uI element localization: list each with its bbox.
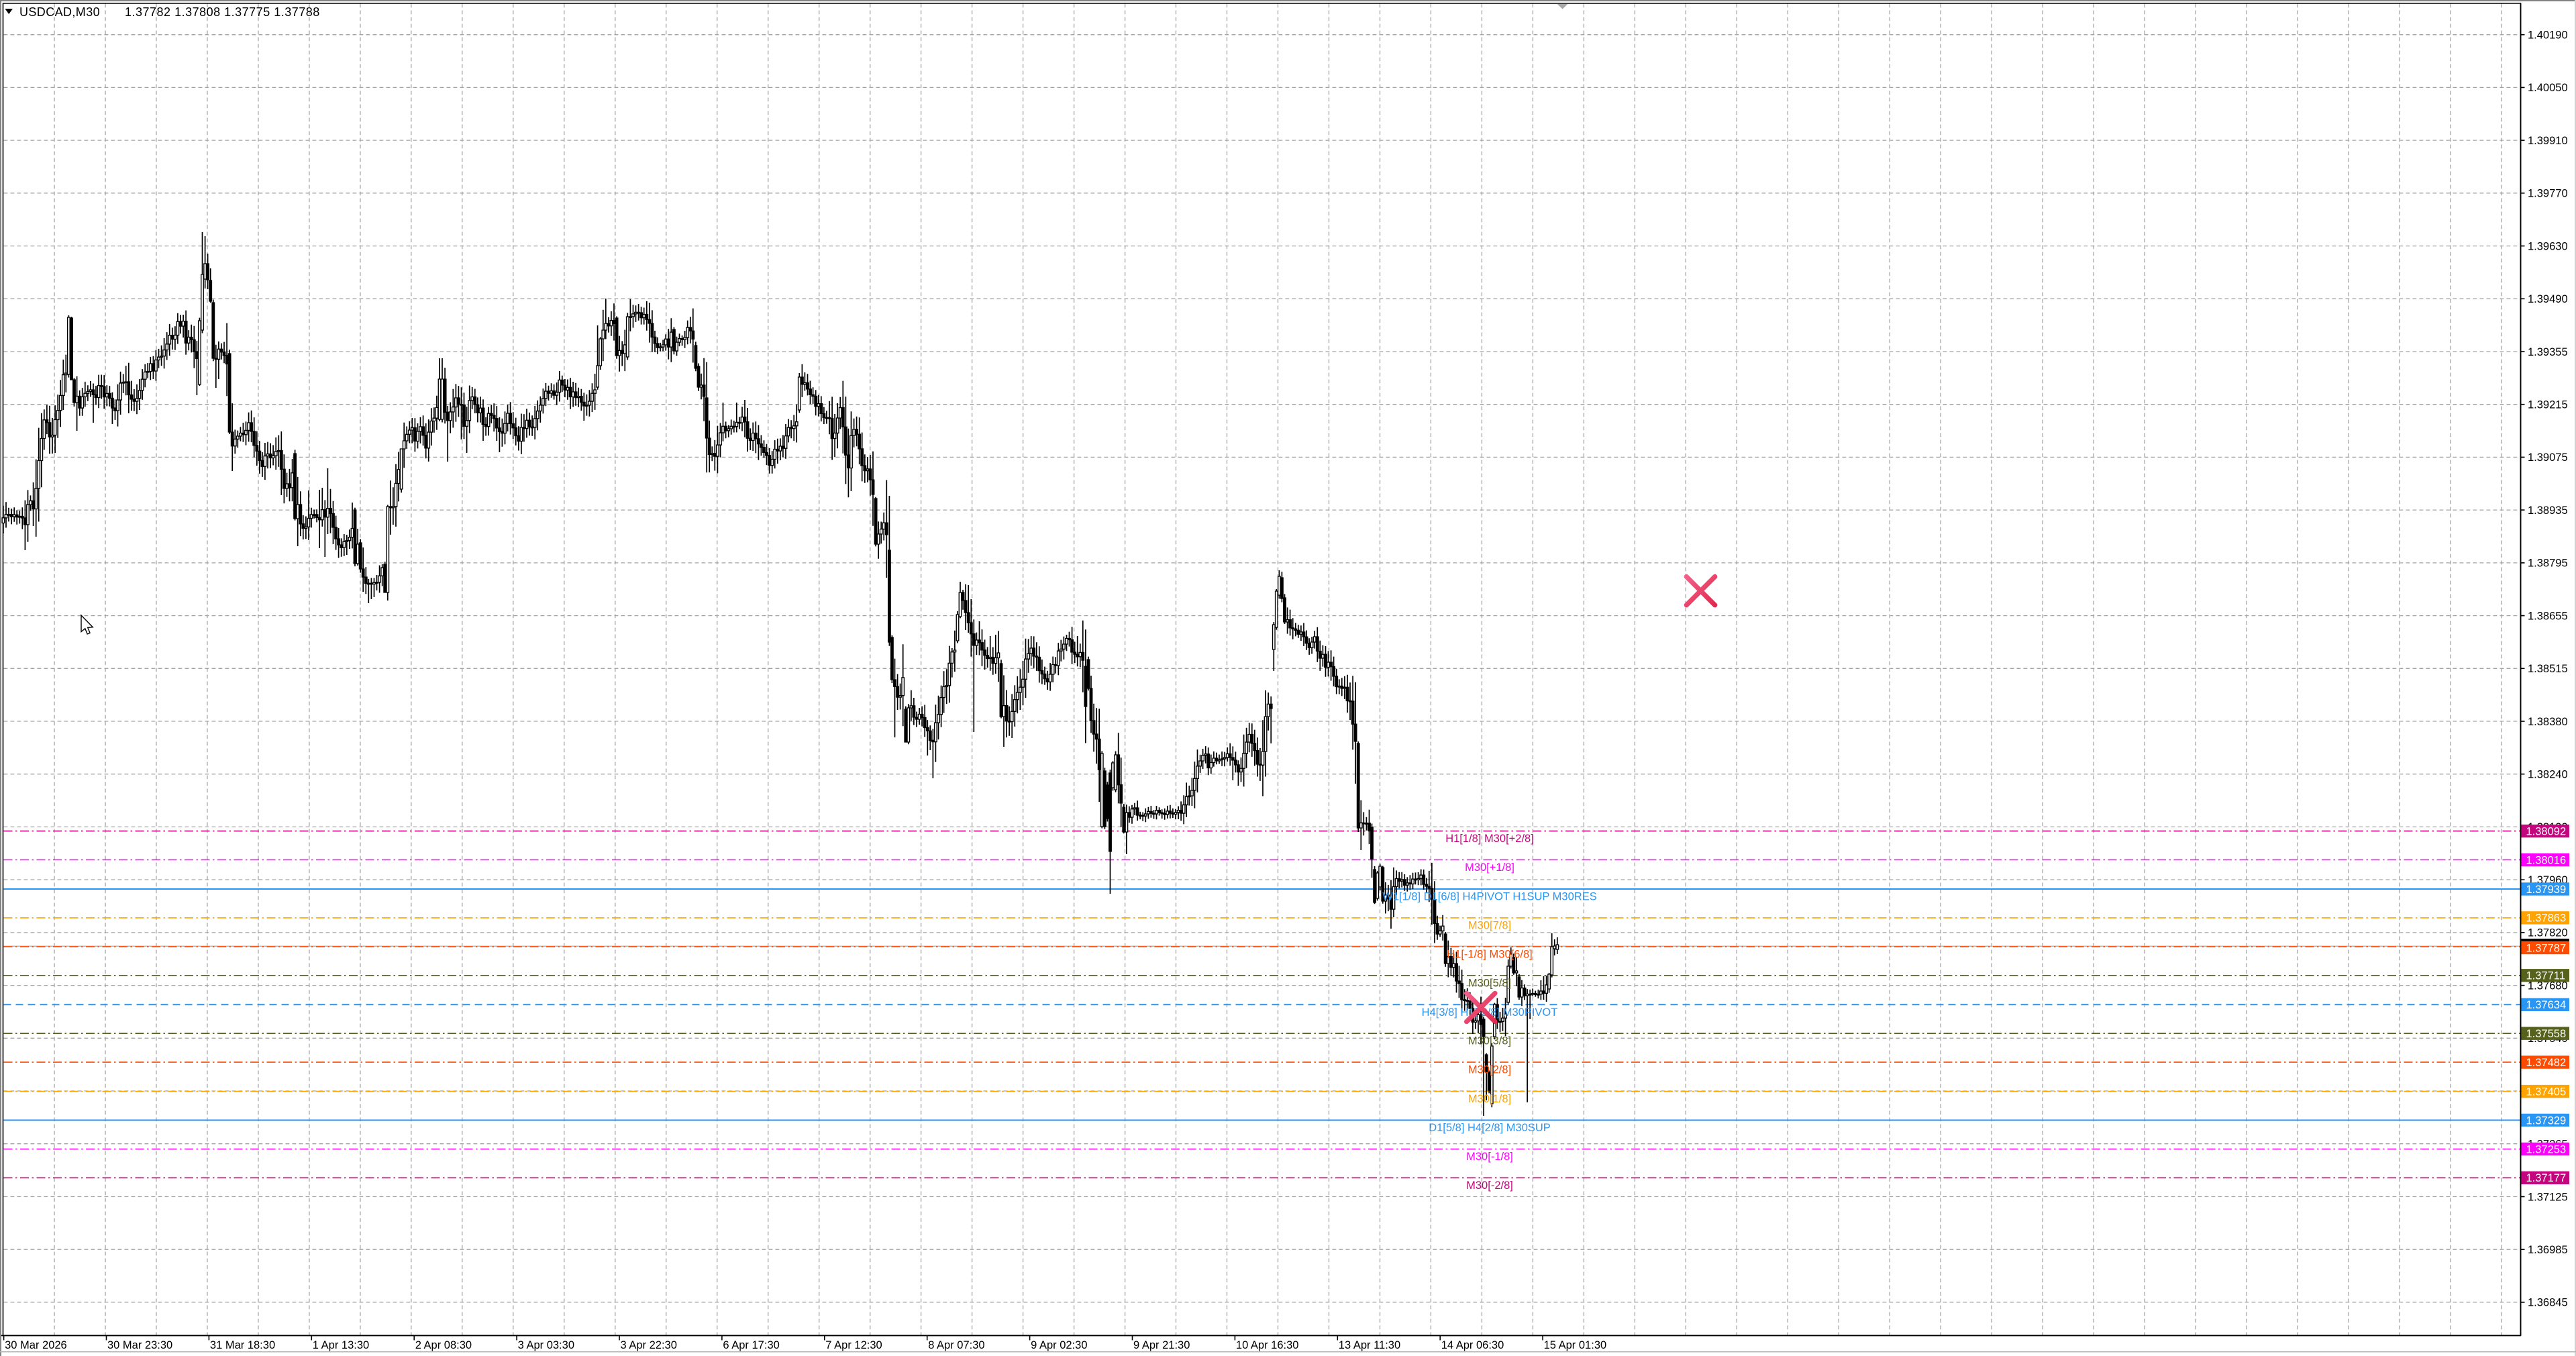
svg-text:1.39490: 1.39490 [2528, 293, 2568, 305]
svg-text:1 Apr 13:30: 1 Apr 13:30 [313, 1339, 369, 1351]
svg-text:M30[7/8]: M30[7/8] [1468, 919, 1511, 931]
svg-text:H4[3/8] H1[-2/8] M30PIVOT: H4[3/8] H1[-2/8] M30PIVOT [1422, 1006, 1558, 1019]
svg-text:31 Mar 18:30: 31 Mar 18:30 [210, 1339, 275, 1351]
svg-text:H1[-1/8] M30[6/8]: H1[-1/8] M30[6/8] [1447, 948, 1532, 960]
svg-text:1.36845: 1.36845 [2528, 1297, 2568, 1309]
svg-text:7 Apr 12:30: 7 Apr 12:30 [825, 1339, 882, 1351]
svg-text:1.37634: 1.37634 [2526, 999, 2567, 1011]
svg-text:1.37405: 1.37405 [2526, 1086, 2567, 1098]
svg-text:1.38240: 1.38240 [2528, 769, 2568, 781]
svg-text:1.37787: 1.37787 [2526, 942, 2567, 954]
svg-text:1.37125: 1.37125 [2528, 1191, 2568, 1203]
svg-text:USDCAD,M30: USDCAD,M30 [19, 5, 100, 19]
svg-text:1.37482: 1.37482 [2526, 1057, 2567, 1069]
svg-text:1.39355: 1.39355 [2528, 346, 2568, 358]
svg-text:1.38092: 1.38092 [2526, 825, 2567, 837]
svg-text:W1[1/8] D1[6/8] H4PIVOT H1SUP: W1[1/8] D1[6/8] H4PIVOT H1SUP M30RES [1382, 891, 1596, 903]
svg-text:1.38935: 1.38935 [2528, 505, 2568, 517]
svg-text:1.36985: 1.36985 [2528, 1244, 2568, 1256]
svg-text:1.37863: 1.37863 [2526, 912, 2567, 925]
svg-text:30 Mar 2026: 30 Mar 2026 [5, 1339, 67, 1351]
svg-text:2 Apr 08:30: 2 Apr 08:30 [415, 1339, 472, 1351]
svg-text:3 Apr 22:30: 3 Apr 22:30 [621, 1339, 677, 1351]
svg-text:H1[1/8] M30[+2/8]: H1[1/8] M30[+2/8] [1445, 833, 1534, 845]
svg-text:1.37558: 1.37558 [2526, 1028, 2567, 1040]
svg-text:D1[5/8] H4[2/8] M30SUP: D1[5/8] H4[2/8] M30SUP [1429, 1122, 1551, 1134]
svg-text:M30[-2/8]: M30[-2/8] [1466, 1180, 1513, 1192]
svg-text:1.37820: 1.37820 [2528, 927, 2568, 939]
svg-text:1.39630: 1.39630 [2528, 240, 2568, 252]
svg-text:M30[+1/8]: M30[+1/8] [1465, 862, 1514, 874]
svg-text:15 Apr 01:30: 15 Apr 01:30 [1544, 1339, 1607, 1351]
svg-text:1.39075: 1.39075 [2528, 452, 2568, 464]
svg-text:M30[3/8]: M30[3/8] [1468, 1035, 1511, 1047]
svg-text:9 Apr 21:30: 9 Apr 21:30 [1133, 1339, 1190, 1351]
svg-text:1.39770: 1.39770 [2528, 188, 2568, 200]
svg-text:6 Apr 17:30: 6 Apr 17:30 [723, 1339, 779, 1351]
svg-text:1.38655: 1.38655 [2528, 610, 2568, 622]
svg-text:1.37711: 1.37711 [2526, 970, 2565, 982]
svg-text:9 Apr 02:30: 9 Apr 02:30 [1031, 1339, 1087, 1351]
svg-text:1.38016: 1.38016 [2526, 854, 2567, 866]
svg-text:14 Apr 06:30: 14 Apr 06:30 [1441, 1339, 1504, 1351]
svg-text:M30[5/8]: M30[5/8] [1468, 977, 1511, 989]
svg-text:1.40050: 1.40050 [2528, 82, 2568, 94]
svg-text:1.40190: 1.40190 [2528, 30, 2568, 42]
svg-text:1.37939: 1.37939 [2526, 884, 2567, 896]
svg-text:1.37329: 1.37329 [2526, 1114, 2567, 1127]
svg-text:3 Apr 03:30: 3 Apr 03:30 [518, 1339, 574, 1351]
svg-text:30 Mar 23:30: 30 Mar 23:30 [107, 1339, 172, 1351]
svg-text:10 Apr 16:30: 10 Apr 16:30 [1236, 1339, 1299, 1351]
svg-text:1.37680: 1.37680 [2528, 980, 2568, 992]
svg-text:1.38515: 1.38515 [2528, 663, 2568, 675]
svg-text:1.38380: 1.38380 [2528, 716, 2568, 728]
svg-text:1.39215: 1.39215 [2528, 399, 2568, 411]
svg-text:1.37177: 1.37177 [2526, 1172, 2567, 1184]
svg-text:1.38795: 1.38795 [2528, 558, 2568, 570]
svg-text:1.37782 1.37808 1.37775 1.3778: 1.37782 1.37808 1.37775 1.37788 [125, 5, 320, 19]
svg-text:1.37253: 1.37253 [2526, 1143, 2567, 1155]
svg-text:13 Apr 11:30: 13 Apr 11:30 [1339, 1339, 1400, 1351]
svg-text:8 Apr 07:30: 8 Apr 07:30 [928, 1339, 984, 1351]
svg-text:1.39910: 1.39910 [2528, 135, 2568, 147]
svg-text:M30[1/8]: M30[1/8] [1468, 1093, 1511, 1105]
svg-text:M30[-1/8]: M30[-1/8] [1466, 1151, 1513, 1163]
svg-text:M30[2/8]: M30[2/8] [1468, 1064, 1511, 1076]
